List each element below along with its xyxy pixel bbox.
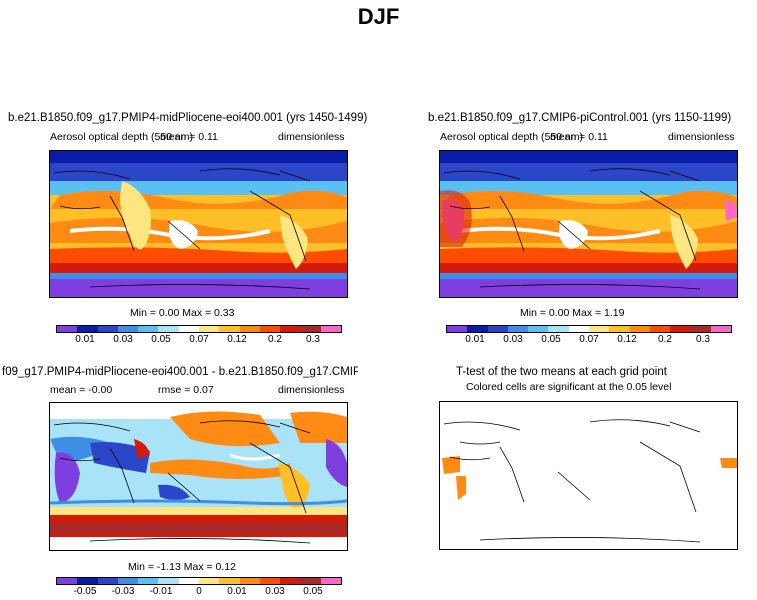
panel2-colorbar-ticks: 0.01 0.03 0.05 0.07 0.12 0.2 0.3 [456, 334, 722, 345]
colorbar-swatch [57, 326, 78, 332]
colorbar-tick-label: 0.12 [617, 334, 637, 345]
colorbar-tick-label: 0.03 [503, 334, 523, 345]
colorbar-swatch [300, 578, 321, 584]
colorbar-tick-label: 0.05 [303, 586, 323, 597]
colorbar-swatch [629, 326, 650, 332]
colorbar-swatch [670, 326, 691, 332]
colorbar-swatch [239, 578, 260, 584]
colorbar-tick-label: 0 [196, 586, 202, 597]
colorbar-swatch [219, 326, 240, 332]
panel1-colorbar [56, 325, 342, 333]
colorbar-tick-label: 0.2 [658, 334, 672, 345]
colorbar-swatch [447, 326, 468, 332]
colorbar-swatch [320, 326, 341, 332]
panel2-variable: Aerosol optical depth (550 nm) [440, 131, 583, 143]
panel2-colorbar [446, 325, 732, 333]
colorbar-tick-label: 0.01 [465, 334, 485, 345]
colorbar-tick-label: -0.03 [111, 586, 135, 597]
colorbar-tick-label: 0.05 [151, 334, 171, 345]
panel3-units: dimensionless [278, 384, 345, 396]
panel1-colorbar-ticks: 0.01 0.03 0.05 0.07 0.12 0.2 0.3 [66, 334, 332, 345]
panel1-units: dimensionless [278, 131, 345, 143]
colorbar-swatch [117, 326, 139, 332]
colorbar-tick-label: 0.03 [265, 586, 285, 597]
panel3-title: f09_g17.PMIP4-midPliocene-eoi400.001 - b… [2, 366, 358, 378]
colorbar-swatch [588, 326, 610, 332]
panel1-title: b.e21.B1850.f09_g17.PMIP4-midPliocene-eo… [8, 112, 368, 124]
panel1-map-svg [50, 151, 347, 297]
colorbar-tick-label: 0.05 [541, 334, 561, 345]
colorbar-swatch [280, 578, 301, 584]
colorbar-swatch [548, 326, 569, 332]
panel3-rmse: rmse = 0.07 [158, 384, 214, 396]
colorbar-swatch [690, 326, 711, 332]
colorbar-swatch [280, 326, 301, 332]
panel1-mean: mean = 0.11 [160, 131, 218, 143]
colorbar-swatch [198, 578, 220, 584]
colorbar-swatch [158, 326, 179, 332]
colorbar-tick-label: 0.2 [268, 334, 282, 345]
colorbar-tick-label: 0.07 [579, 334, 599, 345]
panel2-units: dimensionless [668, 131, 735, 143]
colorbar-swatch [710, 326, 731, 332]
colorbar-swatch [117, 578, 139, 584]
colorbar-tick-label: 0.3 [696, 334, 710, 345]
colorbar-swatch [239, 326, 260, 332]
colorbar-swatch [97, 326, 118, 332]
panel2-mean: mean = 0.11 [550, 131, 608, 143]
colorbar-swatch [178, 578, 199, 584]
colorbar-tick-label: 0.01 [75, 334, 95, 345]
colorbar-swatch [649, 326, 671, 332]
panel4-map [439, 401, 738, 550]
colorbar-swatch [487, 326, 508, 332]
colorbar-tick-label: -0.01 [149, 586, 173, 597]
colorbar-swatch [138, 326, 159, 332]
panel1-map [49, 150, 348, 298]
colorbar-swatch [97, 578, 118, 584]
colorbar-swatch [259, 326, 281, 332]
colorbar-tick-label: 0.03 [113, 334, 133, 345]
colorbar-swatch [138, 578, 159, 584]
colorbar-swatch [57, 578, 78, 584]
colorbar-swatch [198, 326, 220, 332]
colorbar-swatch [568, 326, 589, 332]
panel4-map-svg [440, 402, 737, 549]
colorbar-tick-label: 0.07 [189, 334, 209, 345]
colorbar-swatch [507, 326, 529, 332]
colorbar-swatch [219, 578, 240, 584]
panel3-colorbar-ticks: -0.05 -0.03 -0.01 0 0.01 0.03 0.05 [66, 586, 332, 597]
colorbar-tick-label: -0.05 [73, 586, 97, 597]
colorbar-swatch [467, 326, 488, 332]
colorbar-swatch [77, 326, 98, 332]
colorbar-swatch [259, 578, 281, 584]
panel1-variable: Aerosol optical depth (550 nm) [50, 131, 193, 143]
panel4-title: T-test of the two means at each grid poi… [456, 366, 667, 378]
panel3-map-svg [50, 403, 347, 550]
colorbar-swatch [609, 326, 630, 332]
panel3-map [49, 402, 348, 551]
panel4-subtitle: Colored cells are significant at the 0.0… [466, 381, 672, 393]
panel1-minmax: Min = 0.00 Max = 0.33 [130, 307, 235, 319]
colorbar-tick-label: 0.01 [227, 586, 247, 597]
panel2-minmax: Min = 0.00 Max = 1.19 [520, 307, 625, 319]
figure-title: DJF [357, 4, 400, 29]
colorbar-swatch [300, 326, 321, 332]
colorbar-swatch [178, 326, 199, 332]
colorbar-swatch [77, 578, 98, 584]
colorbar-swatch [320, 578, 341, 584]
panel2-title: b.e21.B1850.f09_g17.CMIP6-piControl.001 … [428, 112, 732, 124]
colorbar-tick-label: 0.3 [306, 334, 320, 345]
colorbar-swatch [158, 578, 179, 584]
panel3-mean: mean = -0.00 [50, 384, 113, 396]
panel3-minmax: Min = -1.13 Max = 0.12 [128, 561, 236, 573]
colorbar-swatch [528, 326, 549, 332]
panel2-map-svg [440, 151, 737, 297]
colorbar-tick-label: 0.12 [227, 334, 247, 345]
panel3-colorbar [56, 577, 342, 585]
panel2-map [439, 150, 738, 298]
